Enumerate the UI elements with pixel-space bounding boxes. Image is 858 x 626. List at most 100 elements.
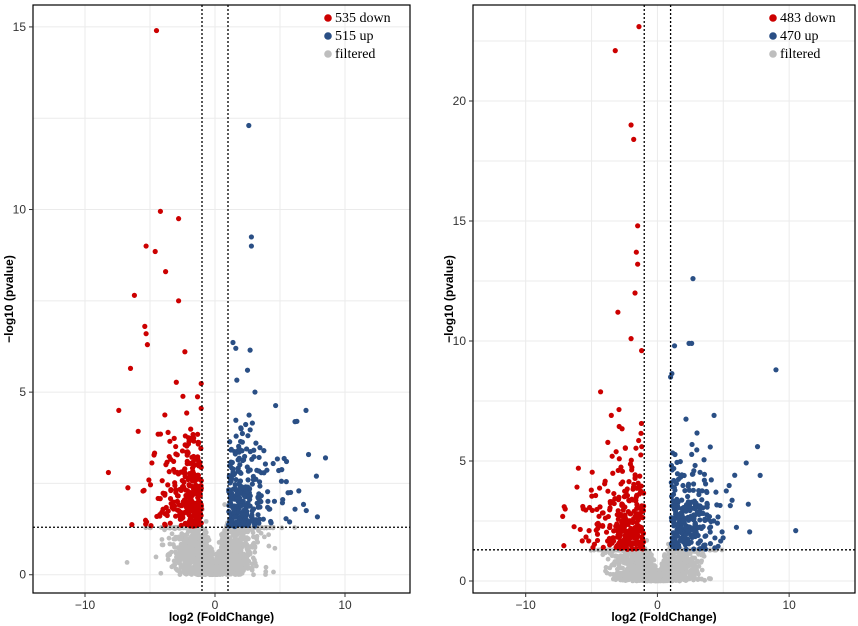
up-point bbox=[244, 464, 250, 470]
up-point bbox=[294, 418, 300, 424]
up-point bbox=[705, 516, 711, 522]
down-point bbox=[607, 505, 613, 511]
up-point bbox=[689, 471, 696, 477]
up-point bbox=[697, 546, 703, 552]
filtered-point bbox=[263, 569, 269, 575]
filtered-point bbox=[252, 560, 258, 566]
filtered-point bbox=[255, 539, 261, 545]
down-point bbox=[170, 502, 176, 508]
filtered-point bbox=[620, 554, 626, 559]
down-point bbox=[116, 407, 122, 413]
filtered-point bbox=[159, 537, 165, 542]
down-point bbox=[626, 498, 632, 504]
down-point bbox=[190, 468, 196, 474]
up-point bbox=[265, 498, 271, 504]
up-point bbox=[228, 446, 234, 453]
down-point bbox=[615, 527, 621, 533]
up-point bbox=[248, 243, 254, 249]
up-point bbox=[229, 459, 235, 466]
up-point bbox=[246, 493, 252, 500]
filtered-point bbox=[250, 555, 256, 561]
down-point bbox=[640, 539, 647, 545]
filtered-point bbox=[169, 531, 175, 537]
down-point bbox=[615, 496, 621, 502]
filtered-point bbox=[176, 560, 182, 566]
panel-border bbox=[472, 4, 856, 594]
up-point bbox=[692, 462, 698, 469]
down-point bbox=[195, 431, 201, 437]
filtered-point bbox=[203, 518, 209, 524]
down-point bbox=[162, 511, 168, 517]
legend-label: 535 down bbox=[335, 11, 391, 26]
down-point bbox=[605, 439, 611, 445]
down-point bbox=[176, 298, 182, 304]
down-point bbox=[597, 389, 604, 395]
filtered-point bbox=[251, 572, 256, 578]
legend-label: 515 up bbox=[335, 29, 374, 44]
up-point bbox=[256, 520, 262, 526]
up-point bbox=[245, 484, 251, 490]
down-point bbox=[602, 515, 608, 521]
down-point bbox=[189, 503, 195, 509]
down-point bbox=[172, 480, 178, 486]
down-point bbox=[131, 292, 137, 298]
filtered-point bbox=[637, 562, 642, 568]
up-point bbox=[674, 471, 681, 477]
down-point bbox=[153, 27, 160, 34]
filtered-point bbox=[655, 577, 661, 583]
up-point bbox=[246, 122, 252, 129]
down-point bbox=[194, 394, 201, 400]
filtered-point bbox=[666, 575, 671, 581]
up-point bbox=[688, 513, 694, 519]
filtered-point bbox=[171, 558, 177, 564]
up-point bbox=[255, 512, 261, 518]
up-point bbox=[720, 535, 726, 541]
up-point bbox=[689, 534, 695, 541]
up-point bbox=[699, 497, 705, 503]
down-point bbox=[635, 261, 641, 267]
down-point bbox=[589, 507, 595, 514]
up-point bbox=[270, 460, 276, 467]
down-point bbox=[633, 497, 639, 503]
x-axis-title: log2 (FoldChange) bbox=[611, 610, 716, 624]
down-point bbox=[141, 487, 147, 493]
up-point bbox=[680, 482, 686, 489]
down-point bbox=[612, 48, 618, 54]
filtered-point bbox=[158, 570, 164, 576]
filtered-point bbox=[272, 545, 278, 551]
filtered-point bbox=[692, 555, 698, 561]
down-point bbox=[143, 243, 149, 249]
up-point bbox=[701, 457, 707, 463]
filtered-point bbox=[620, 565, 626, 571]
thresholds bbox=[33, 5, 410, 593]
down-point bbox=[633, 445, 639, 451]
down-point bbox=[610, 470, 616, 476]
filtered-point bbox=[245, 562, 250, 568]
up-point bbox=[241, 493, 247, 499]
down-point bbox=[186, 481, 192, 488]
down-point bbox=[135, 428, 141, 434]
y-tick-label: 0 bbox=[459, 574, 466, 588]
filtered-point bbox=[184, 558, 190, 563]
up-point bbox=[233, 417, 239, 423]
filtered-point bbox=[179, 533, 184, 539]
filtered-point bbox=[196, 546, 202, 552]
filtered-point bbox=[600, 552, 606, 558]
down-point bbox=[179, 477, 185, 484]
down-point bbox=[574, 484, 580, 490]
up-point bbox=[257, 483, 263, 489]
filtered-point bbox=[200, 558, 206, 564]
filtered-point bbox=[683, 559, 689, 565]
down-point bbox=[640, 503, 647, 509]
up-point bbox=[697, 517, 703, 523]
up-point bbox=[234, 377, 240, 383]
down-point bbox=[577, 526, 583, 533]
x-tick-label: −10 bbox=[516, 598, 537, 612]
down-point bbox=[127, 365, 134, 371]
filtered-point bbox=[228, 571, 234, 577]
y-tick-label: 10 bbox=[13, 203, 27, 217]
down-point bbox=[182, 500, 188, 506]
down-point bbox=[173, 487, 179, 493]
filtered-point bbox=[219, 552, 224, 558]
